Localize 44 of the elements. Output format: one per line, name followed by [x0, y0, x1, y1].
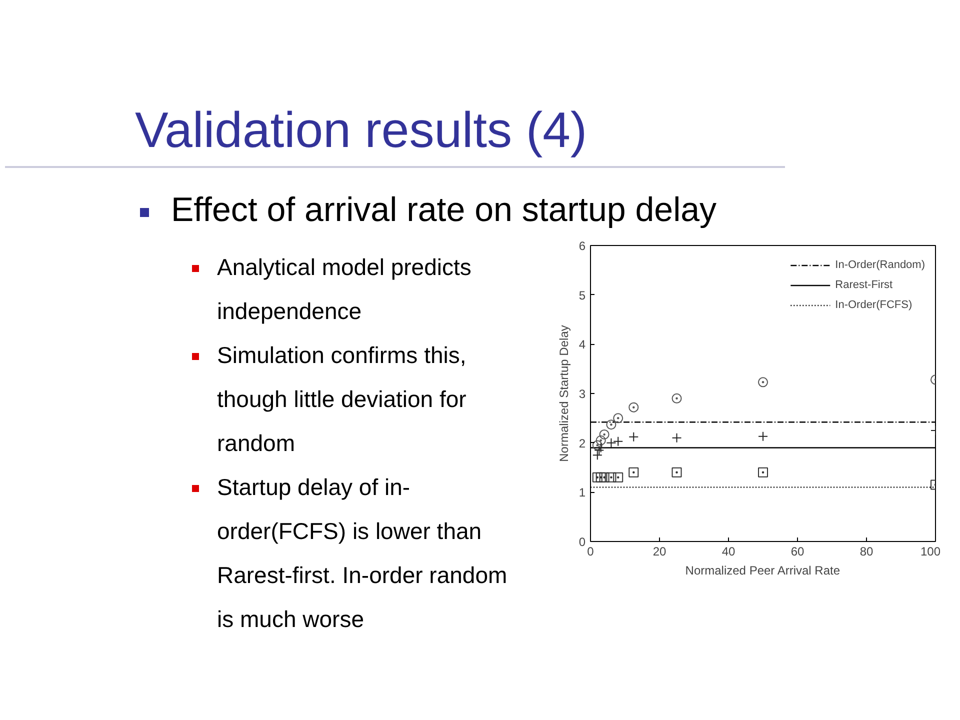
point: [628, 402, 639, 412]
point: [628, 432, 639, 442]
point: [613, 413, 624, 424]
point: [596, 472, 606, 482]
y-tick-label: 0: [578, 534, 586, 549]
point: [758, 467, 768, 478]
x-tick-label: 80: [860, 544, 874, 558]
point: [628, 467, 639, 478]
text: Startup delay of in-order(FCFS) is lower than Rarest-first. In-order random is much worse: [217, 472, 508, 634]
point: [599, 429, 610, 440]
y-tick-label: 4: [578, 338, 586, 352]
point: [596, 435, 606, 446]
y-tick-label: 2: [578, 436, 586, 450]
point: [592, 472, 602, 482]
y-tick-label: 3: [578, 386, 586, 401]
point: [596, 442, 606, 453]
text: Analytical model predicts independence: [217, 252, 472, 326]
point: [613, 472, 624, 482]
x-tick-label: 40: [722, 544, 736, 558]
text: Simulation confirms this, though little deviation for random: [217, 340, 468, 458]
x-tick-label: 100: [920, 544, 941, 558]
point: [672, 467, 682, 478]
chart-subtitle: Effect of arrival rate on startup delay: [170, 190, 717, 232]
point: [613, 436, 624, 446]
legend-label: In-Order(Random): [835, 258, 925, 271]
point: [606, 438, 616, 448]
x-tick-label: 20: [652, 544, 666, 558]
x-tick-label: 60: [790, 544, 804, 558]
point: [606, 472, 616, 482]
point: [599, 472, 610, 482]
y-axis-title: Normalized Startup Delay: [556, 325, 571, 462]
y-tick-label: 1: [578, 486, 586, 500]
y-tick-label: 6: [578, 238, 586, 253]
x-axis-title: Normalized Peer Arrival Rate: [685, 563, 840, 578]
point: [758, 377, 768, 388]
point: [672, 432, 682, 443]
point: [592, 440, 602, 450]
point: [758, 431, 768, 442]
chart-title: Validation results (4): [5, 5, 785, 168]
y-tick-label: 5: [578, 288, 586, 302]
point: [606, 420, 616, 430]
legend-label: In-Order(FCFS): [835, 298, 912, 311]
point: [672, 393, 682, 404]
legend-label: Rarest-First: [835, 278, 893, 291]
